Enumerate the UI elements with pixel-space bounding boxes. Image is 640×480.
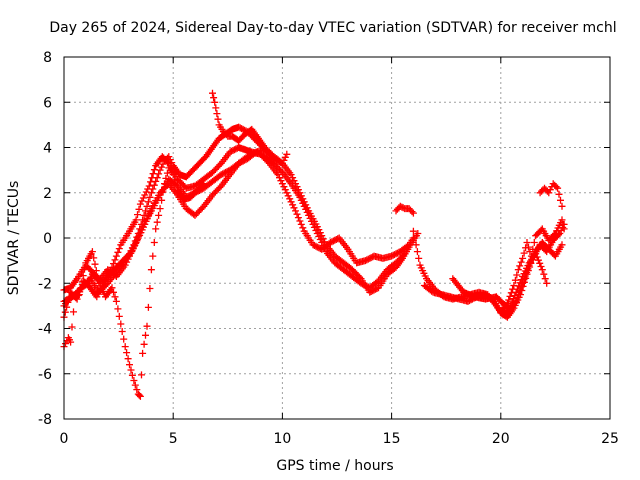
data-marks [536, 180, 566, 210]
grid [64, 57, 610, 419]
y-tick-label: 8 [43, 50, 52, 66]
data-marks [449, 250, 551, 312]
y-tick-label: -6 [38, 367, 52, 383]
x-axis-label: GPS time / hours [276, 458, 393, 474]
y-tick-label: 6 [43, 95, 52, 111]
data-marks [392, 202, 417, 217]
series-track-5 [60, 164, 208, 400]
series-track-11 [497, 216, 568, 317]
data-marks [60, 148, 409, 305]
data-marks [60, 146, 422, 310]
y-axis-label: SDTVAR / TECUs [6, 181, 22, 296]
series-track-3 [60, 146, 422, 310]
x-tick-label: 10 [273, 431, 291, 447]
data-marks [209, 89, 286, 167]
chart-title: Day 265 of 2024, Sidereal Day-to-day VTE… [49, 20, 616, 36]
series-track-6 [209, 89, 286, 167]
x-tick-label: 0 [60, 431, 69, 447]
y-tick-label: 2 [43, 186, 52, 202]
data-series [60, 89, 568, 400]
x-tick-label: 25 [601, 431, 619, 447]
x-tick-label: 15 [383, 431, 401, 447]
y-tick-label: -4 [38, 322, 52, 338]
x-tick-label: 5 [169, 431, 178, 447]
y-tick-label: 0 [43, 231, 52, 247]
plot-frame [63, 56, 611, 420]
series-track-2 [60, 148, 409, 305]
tick-labels: 0 5 10 15 20 25 -8 -6 -4 -2 0 2 4 6 8 [38, 50, 619, 447]
y-tick-label: 4 [43, 141, 52, 157]
y-tick-label: -8 [38, 412, 52, 428]
x-tick-label: 20 [492, 431, 510, 447]
data-marks [60, 164, 208, 400]
y-tick-label: -2 [38, 276, 52, 292]
series-track-10 [449, 250, 551, 312]
data-marks [497, 216, 568, 317]
series-track-12 [536, 180, 566, 210]
series-track-7 [392, 202, 417, 217]
